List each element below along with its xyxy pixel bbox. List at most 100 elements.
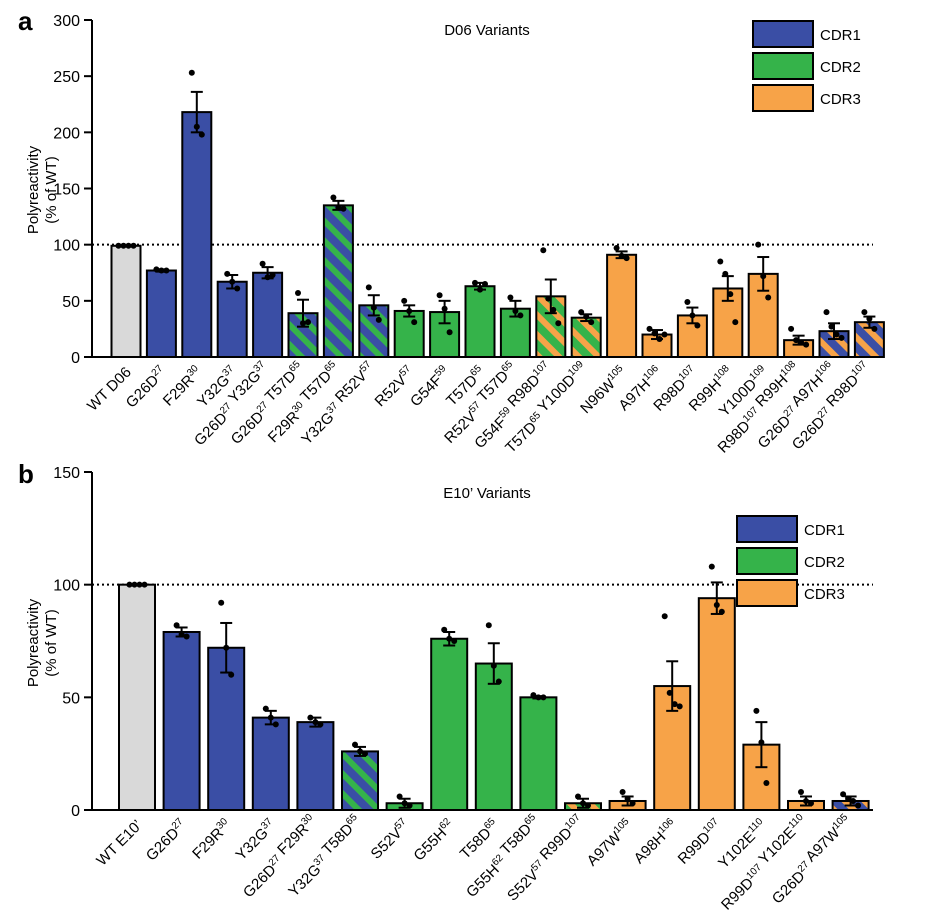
data-point xyxy=(676,703,683,710)
x-tick-label: WT D06 xyxy=(84,364,135,415)
data-point xyxy=(401,297,408,304)
data-point xyxy=(223,644,230,651)
bar xyxy=(207,646,246,812)
data-point xyxy=(646,325,653,332)
data-point xyxy=(850,797,857,804)
data-point xyxy=(267,714,274,721)
data-point xyxy=(694,322,701,329)
x-tick-label: WT E10’ xyxy=(93,817,146,870)
data-point xyxy=(370,304,377,311)
y-tick-label: 150 xyxy=(53,465,80,482)
legend-item-cdr2: CDR2 xyxy=(752,52,861,80)
data-point xyxy=(512,307,519,314)
legend-item-cdr2: CDR2 xyxy=(736,547,845,575)
bar xyxy=(162,630,201,812)
legend-swatch xyxy=(736,515,798,543)
data-point xyxy=(234,285,241,292)
data-point xyxy=(661,331,668,338)
data-point xyxy=(125,242,132,249)
x-tick-label: G26D27 xyxy=(142,816,191,865)
data-point xyxy=(613,245,620,252)
svg-text:Polyreactivity(% of WT): Polyreactivity(% of WT) xyxy=(25,145,60,234)
legend-item-cdr1: CDR1 xyxy=(752,20,861,48)
data-point xyxy=(871,325,878,332)
data-point xyxy=(689,312,696,319)
data-point xyxy=(855,802,862,809)
data-point xyxy=(651,330,658,337)
data-point xyxy=(126,581,133,588)
y-tick-label: 100 xyxy=(53,238,80,255)
data-point xyxy=(671,701,678,708)
bar xyxy=(606,253,638,359)
bar xyxy=(570,316,602,358)
data-point xyxy=(718,608,725,615)
x-tick-label: G26D27 A97W105 xyxy=(764,812,860,908)
data-point xyxy=(441,626,448,633)
x-tick-label: A97W105 xyxy=(583,816,637,870)
data-point xyxy=(788,325,795,332)
panel-b-legend: CDR1 CDR2 CDR3 xyxy=(736,515,845,607)
data-point xyxy=(530,692,537,699)
data-point xyxy=(259,260,266,267)
data-point xyxy=(828,323,835,330)
data-point xyxy=(136,581,143,588)
data-point xyxy=(472,279,478,286)
legend-item-cdr3: CDR3 xyxy=(752,84,861,112)
data-point xyxy=(550,306,557,313)
data-point xyxy=(352,741,358,748)
data-point xyxy=(808,800,814,807)
data-point xyxy=(477,286,483,293)
data-point xyxy=(485,622,492,629)
y-tick-label: 100 xyxy=(53,578,80,595)
data-point xyxy=(218,599,225,606)
x-tick-label: F29R30 xyxy=(188,816,235,863)
data-point xyxy=(619,788,626,795)
data-point xyxy=(188,69,195,76)
panel-a: a D06 Variants Polyreactivity(% of WT) 0… xyxy=(18,6,885,457)
x-tick-label: Y32G37 T58D65 xyxy=(280,812,369,901)
data-point xyxy=(840,791,847,798)
bar xyxy=(216,280,248,358)
data-point xyxy=(406,802,413,809)
bar xyxy=(519,696,558,811)
x-tick-label: S52V57 xyxy=(367,816,414,863)
data-point xyxy=(765,294,772,301)
bar xyxy=(464,285,496,359)
data-point xyxy=(517,312,524,319)
x-tick-label: A98H106 xyxy=(630,816,681,867)
data-point xyxy=(173,622,180,629)
y-tick-label: 150 xyxy=(53,182,80,199)
y-tick-label: 200 xyxy=(53,125,80,142)
data-point xyxy=(732,319,739,326)
panel-a-letter: a xyxy=(18,6,33,36)
bar xyxy=(393,309,425,358)
x-tick-label: G54F59 xyxy=(406,363,453,410)
panel-b-y-axis-label: Polyreactivity(% of WT) xyxy=(25,598,60,687)
data-point xyxy=(269,271,276,278)
data-point xyxy=(362,750,368,757)
data-point xyxy=(727,291,734,298)
data-point xyxy=(411,319,418,326)
bar xyxy=(252,271,284,358)
data-point xyxy=(578,309,585,316)
x-tick-label: G26D27 xyxy=(122,363,171,412)
bar xyxy=(181,111,213,359)
legend-label: CDR1 xyxy=(804,522,845,539)
data-point xyxy=(666,689,673,696)
bar xyxy=(118,583,156,812)
bar xyxy=(296,721,335,811)
data-point xyxy=(713,601,720,608)
data-point xyxy=(684,298,691,305)
y-tick-label: 0 xyxy=(71,803,80,820)
bar xyxy=(251,716,290,812)
data-point xyxy=(295,289,301,296)
data-point xyxy=(845,795,852,802)
data-point xyxy=(178,631,185,638)
data-point xyxy=(115,242,122,249)
legend-item-cdr3: CDR3 xyxy=(736,579,845,607)
data-point xyxy=(375,316,382,323)
data-point xyxy=(540,694,547,701)
legend-swatch xyxy=(736,547,798,575)
data-point xyxy=(624,795,631,802)
bar xyxy=(145,269,177,358)
